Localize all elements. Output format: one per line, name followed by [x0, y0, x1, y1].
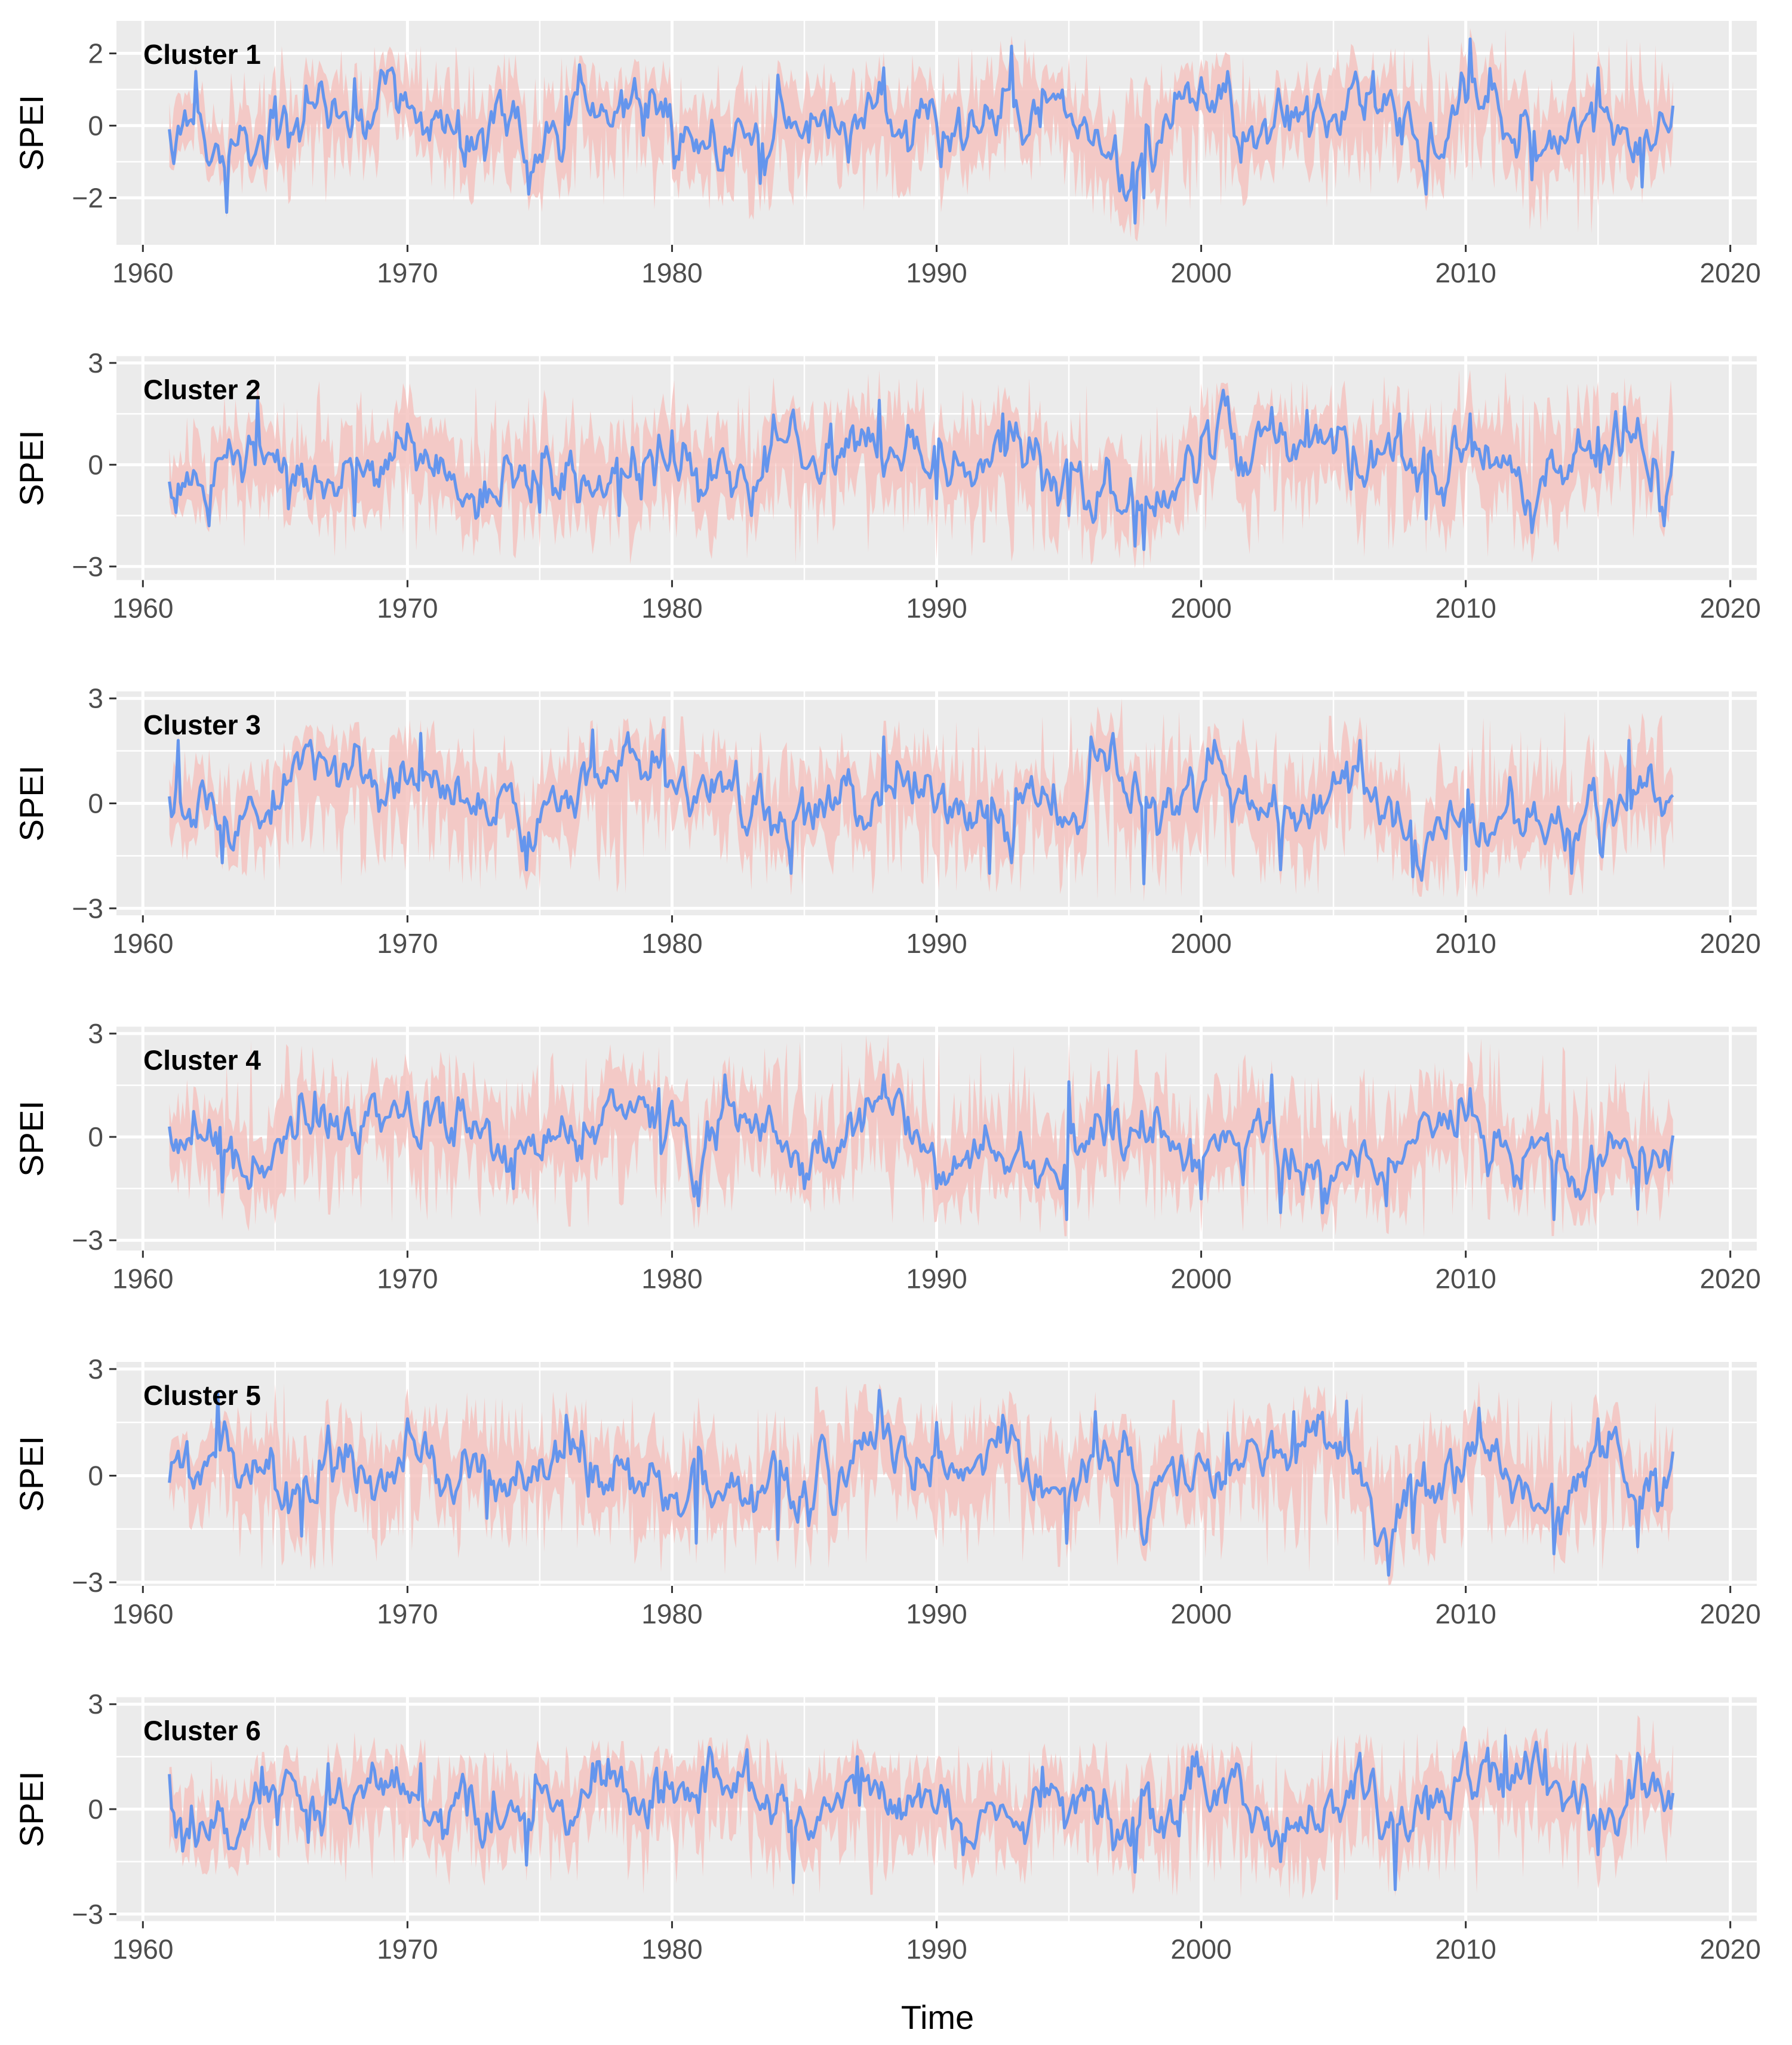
- y-tick-label: −2: [72, 182, 103, 213]
- x-tick-label: 1980: [641, 928, 702, 959]
- x-tick-label: 2000: [1170, 1263, 1231, 1294]
- y-axis-title: SPEI: [13, 430, 50, 506]
- x-tick-label: 1970: [377, 1598, 438, 1629]
- x-tick-label: 1980: [641, 257, 702, 288]
- x-tick-label: 2010: [1435, 928, 1496, 959]
- x-tick-label: 1990: [906, 1598, 967, 1629]
- x-tick-label: 2000: [1170, 928, 1231, 959]
- mean-series-line: [168, 1734, 1675, 1892]
- x-tick-label: 1980: [641, 593, 702, 624]
- x-tick-label: 2020: [1700, 1263, 1761, 1294]
- x-tick-label: 2010: [1435, 257, 1496, 288]
- x-tick-label: 1990: [906, 593, 967, 624]
- axes: 1960 1970 1980 1990 2000 2010 2020 −2 0 2: [72, 38, 1761, 288]
- x-tick-label: 1990: [906, 1934, 967, 1965]
- cluster-label: Cluster 4: [143, 1045, 261, 1076]
- y-tick-label: 3: [88, 683, 103, 714]
- mean-series-line: [168, 37, 1675, 225]
- y-axis-title: SPEI: [13, 95, 50, 171]
- x-axis-title: Time: [901, 1998, 974, 2036]
- x-tick-label: 2020: [1700, 1598, 1761, 1629]
- y-tick-label: −3: [72, 893, 103, 924]
- y-tick-label: 2: [88, 38, 103, 69]
- mean-series-line: [168, 389, 1675, 551]
- x-tick-label: 1960: [112, 257, 173, 288]
- cluster-panel-5: 1960 1970 1980 1990 2000 2010 2020 −3 0 3 SPEI Clus…: [13, 1354, 1761, 1629]
- axes: 1960 1970 1980 1990 2000 2010 2020 −3 0 3: [72, 1689, 1761, 1964]
- mean-series-line: [168, 728, 1674, 885]
- cluster-panel-4: 1960 1970 1980 1990 2000 2010 2020 −3 0 3 SPEI Clus…: [13, 1018, 1761, 1294]
- axes: 1960 1970 1980 1990 2000 2010 2020 −3 0 3: [72, 1018, 1761, 1294]
- x-tick-label: 1960: [112, 593, 173, 624]
- range-band: [169, 1381, 1673, 1586]
- y-tick-label: 0: [88, 1794, 103, 1825]
- y-tick-label: 0: [88, 788, 103, 819]
- x-tick-label: 1990: [906, 1263, 967, 1294]
- cluster-panel-1: 1960 1970 1980 1990 2000 2010 2020 −2 0 2 SPEI Clus…: [13, 21, 1761, 288]
- range-band: [169, 698, 1673, 902]
- x-tick-label: 2020: [1700, 1934, 1761, 1965]
- axes: 1960 1970 1980 1990 2000 2010 2020 −3 0 3: [72, 1354, 1761, 1629]
- cluster-panel-6: 1960 1970 1980 1990 2000 2010 2020 −3 0 3 SPEI Clus…: [13, 1689, 1761, 1964]
- axes: 1960 1970 1980 1990 2000 2010 2020 −3 0 3: [72, 683, 1761, 959]
- y-tick-label: 0: [88, 1460, 103, 1491]
- x-tick-label: 2010: [1435, 1598, 1496, 1629]
- axes: 1960 1970 1980 1990 2000 2010 2020 −3 0 3: [72, 348, 1761, 624]
- y-tick-label: 3: [88, 1018, 103, 1049]
- x-tick-label: 1980: [641, 1934, 702, 1965]
- x-tick-label: 2010: [1435, 1934, 1496, 1965]
- y-tick-label: −3: [72, 1567, 103, 1598]
- y-tick-label: 3: [88, 348, 103, 379]
- x-tick-label: 2000: [1170, 1598, 1231, 1629]
- range-band: [169, 370, 1673, 570]
- y-tick-label: −3: [72, 551, 103, 582]
- cluster-label: Cluster 1: [143, 39, 261, 70]
- x-tick-label: 2020: [1700, 257, 1761, 288]
- x-tick-label: 1980: [641, 1598, 702, 1629]
- y-tick-label: −3: [72, 1899, 103, 1930]
- x-tick-label: 1960: [112, 1598, 173, 1629]
- x-tick-label: 1990: [906, 257, 967, 288]
- x-tick-label: 1970: [377, 928, 438, 959]
- x-tick-label: 2010: [1435, 593, 1496, 624]
- y-axis-title: SPEI: [13, 1771, 50, 1847]
- x-tick-label: 1970: [377, 593, 438, 624]
- x-tick-label: 2000: [1170, 593, 1231, 624]
- x-tick-label: 2010: [1435, 1263, 1496, 1294]
- y-tick-label: 0: [88, 110, 103, 141]
- y-tick-label: 0: [88, 449, 103, 480]
- y-tick-label: 3: [88, 1354, 103, 1385]
- mean-series-line: [168, 1073, 1675, 1222]
- y-tick-label: −3: [72, 1225, 103, 1256]
- cluster-panel-3: 1960 1970 1980 1990 2000 2010 2020 −3 0 3 SPEI Clus…: [13, 683, 1761, 959]
- y-axis-title: SPEI: [13, 1100, 50, 1177]
- x-tick-label: 1990: [906, 928, 967, 959]
- x-tick-label: 1970: [377, 257, 438, 288]
- cluster-label: Cluster 2: [143, 374, 261, 405]
- cluster-panel-2: 1960 1970 1980 1990 2000 2010 2020 −3 0 3 SPEI Clus…: [13, 348, 1761, 624]
- range-band: [169, 28, 1673, 242]
- x-tick-label: 2000: [1170, 1934, 1231, 1965]
- cluster-panels: 1960 1970 1980 1990 2000 2010 2020 −2 0 2 SPEI Clus…: [13, 21, 1761, 1965]
- x-tick-label: 1960: [112, 1934, 173, 1965]
- x-tick-label: 1970: [377, 1263, 438, 1294]
- x-tick-label: 1970: [377, 1934, 438, 1965]
- y-axis-title: SPEI: [13, 1436, 50, 1512]
- cluster-label: Cluster 5: [143, 1380, 261, 1411]
- mean-series-line: [168, 1389, 1675, 1577]
- cluster-label: Cluster 6: [143, 1715, 261, 1746]
- cluster-label: Cluster 3: [143, 709, 261, 740]
- x-tick-label: 1960: [112, 1263, 173, 1294]
- x-tick-label: 2020: [1700, 928, 1761, 959]
- y-tick-label: 3: [88, 1689, 103, 1720]
- x-tick-label: 2020: [1700, 593, 1761, 624]
- y-tick-label: 0: [88, 1121, 103, 1152]
- y-axis-title: SPEI: [13, 765, 50, 842]
- x-tick-label: 1980: [641, 1263, 702, 1294]
- x-tick-label: 2000: [1170, 257, 1231, 288]
- range-band: [169, 1034, 1673, 1237]
- x-tick-label: 1960: [112, 928, 173, 959]
